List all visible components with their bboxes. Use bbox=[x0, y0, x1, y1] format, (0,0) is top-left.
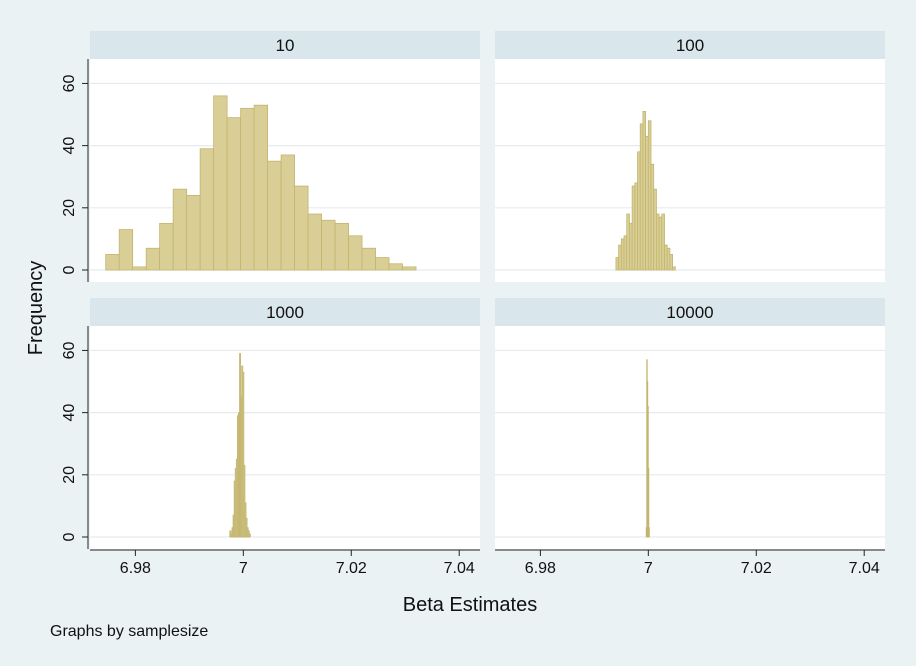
x-tick-label: 7 bbox=[239, 560, 248, 577]
histogram-bar bbox=[402, 266, 417, 271]
panel-3: 1000 bbox=[90, 298, 480, 549]
x-tick-label: 7.04 bbox=[444, 560, 475, 577]
histogram-bar bbox=[294, 185, 309, 271]
histogram-bar bbox=[159, 222, 174, 271]
histogram-bar bbox=[248, 533, 251, 538]
x-tick-label: 7.02 bbox=[741, 560, 772, 577]
panel-4-title: 10000 bbox=[666, 303, 713, 322]
histogram-bar bbox=[615, 257, 620, 271]
x-axis-left: 6.98 7 7.02 7.04 bbox=[90, 549, 480, 577]
histogram-bar bbox=[620, 238, 625, 271]
histogram-bar bbox=[669, 254, 674, 271]
panel-3-grid bbox=[90, 349, 480, 538]
histogram-bar bbox=[631, 185, 636, 271]
x-axis-right: 6.98 7 7.02 7.04 bbox=[495, 549, 885, 577]
panel-2: 100 bbox=[495, 31, 885, 282]
panel-3-strip bbox=[90, 298, 480, 326]
histogram-bar bbox=[648, 527, 650, 538]
histogram-bar bbox=[618, 244, 622, 271]
histogram-bar bbox=[280, 154, 295, 271]
histogram-bar bbox=[243, 465, 246, 538]
histogram-bar bbox=[666, 247, 671, 271]
panel-2-bars bbox=[615, 111, 676, 271]
x-tick-label: 7.04 bbox=[849, 560, 880, 577]
x-tick-label: 7.02 bbox=[336, 560, 367, 577]
x-tick-label: 6.98 bbox=[120, 560, 151, 577]
panel-4-bars bbox=[645, 359, 650, 538]
histogram-bar bbox=[658, 216, 663, 271]
histogram-bar bbox=[637, 151, 641, 271]
panel-1-title: 10 bbox=[276, 36, 295, 55]
histogram-bar bbox=[642, 111, 647, 271]
panel-2-title: 100 bbox=[676, 36, 704, 55]
histogram-bar bbox=[199, 148, 215, 271]
panel-3-plot-area bbox=[90, 326, 480, 549]
histogram-bar bbox=[213, 95, 228, 271]
histogram-bar bbox=[240, 107, 255, 271]
y-tick-label: 40 bbox=[61, 404, 78, 422]
histogram-bar bbox=[145, 247, 161, 271]
y-tick-label: 20 bbox=[61, 199, 78, 217]
histogram-bar bbox=[375, 257, 390, 271]
histogram-bar bbox=[639, 123, 644, 271]
y-tick-label: 40 bbox=[61, 137, 78, 155]
histogram-bar bbox=[253, 104, 269, 271]
histogram-bar bbox=[650, 163, 655, 271]
x-axis-title: Beta Estimates bbox=[403, 594, 538, 616]
histogram-bar bbox=[321, 219, 336, 271]
y-axis-title: Frequency bbox=[25, 261, 47, 356]
histogram-bar bbox=[361, 247, 376, 271]
figure-note: Graphs by samplesize bbox=[50, 623, 208, 640]
histogram-bar bbox=[623, 235, 628, 271]
panel-4-grid bbox=[495, 349, 885, 538]
histogram-bar bbox=[307, 213, 322, 271]
histogram-bar bbox=[132, 266, 147, 271]
y-tick-label: 20 bbox=[61, 466, 78, 484]
x-tick-label: 6.98 bbox=[525, 560, 556, 577]
panel-2-grid bbox=[495, 82, 885, 271]
histogram-bar bbox=[226, 117, 242, 271]
histogram-bar bbox=[656, 213, 660, 271]
histogram-bar bbox=[653, 188, 657, 271]
histogram-bar bbox=[647, 468, 650, 538]
histogram-bar bbox=[629, 222, 633, 271]
y-tick-label: 0 bbox=[61, 265, 78, 274]
histogram-bar bbox=[186, 194, 201, 271]
panel-2-strip bbox=[495, 31, 885, 59]
y-tick-label: 60 bbox=[61, 341, 78, 359]
panel-1: 10 bbox=[90, 31, 480, 282]
y-tick-label: 0 bbox=[61, 532, 78, 541]
histogram-bar bbox=[626, 213, 630, 271]
histogram-bar bbox=[645, 135, 649, 271]
histogram-bar bbox=[118, 229, 134, 271]
y-tick-label: 60 bbox=[61, 74, 78, 92]
y-axis-top: 0 20 40 60 bbox=[61, 59, 89, 282]
panel-4-strip bbox=[495, 298, 885, 326]
histogram-bar bbox=[348, 235, 363, 271]
histogram-bar bbox=[388, 263, 403, 271]
panel-3-title: 1000 bbox=[266, 303, 304, 322]
histogram-bar bbox=[334, 222, 349, 271]
panel-4-plot-area bbox=[495, 326, 885, 549]
histogram-bar bbox=[672, 266, 676, 271]
histogram-bar bbox=[242, 371, 245, 538]
histogram-bar bbox=[661, 213, 665, 271]
panel-4: 10000 bbox=[495, 298, 885, 549]
panel-1-bars bbox=[105, 95, 417, 271]
histogram-bar bbox=[634, 182, 638, 271]
y-axis-bottom: 0 20 40 60 bbox=[61, 326, 89, 549]
panel-2-plot-area bbox=[495, 59, 885, 282]
histogram-bar bbox=[105, 254, 120, 271]
histogram-bar bbox=[664, 244, 668, 271]
panel-3-bars bbox=[229, 353, 251, 538]
panel-1-strip bbox=[90, 31, 480, 59]
histogram-bar bbox=[647, 120, 652, 271]
histogram-bar bbox=[172, 188, 188, 271]
histogram-bar bbox=[267, 160, 282, 271]
x-tick-label: 7 bbox=[644, 560, 653, 577]
